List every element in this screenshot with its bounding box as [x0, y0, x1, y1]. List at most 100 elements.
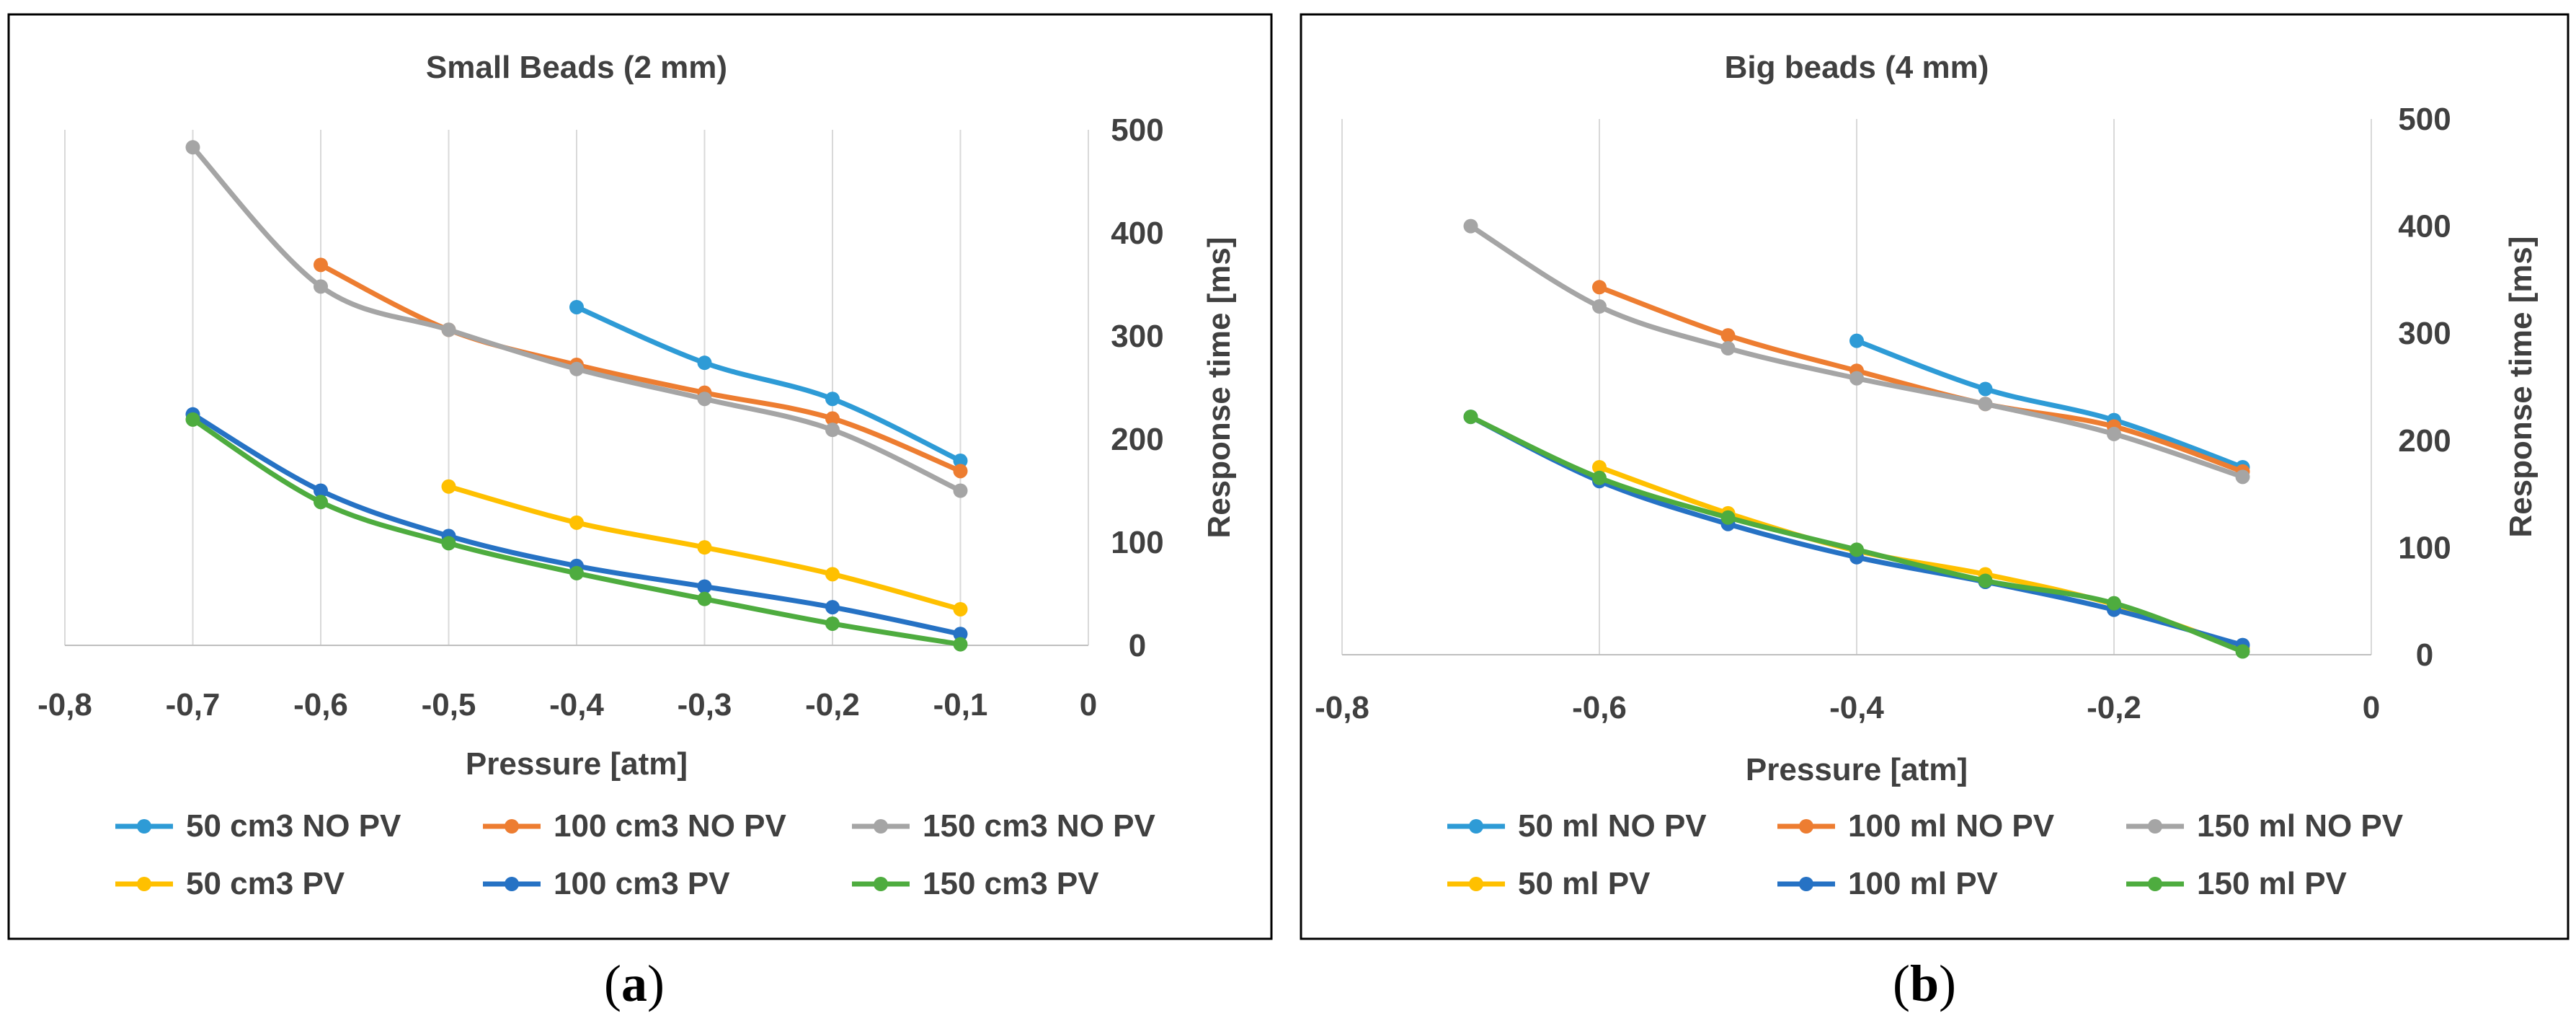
chart-a-data-point-100-cm3-no-pv-4: [825, 411, 840, 426]
chart-b-data-point-150-ml-no-pv-3: [1849, 371, 1864, 386]
chart-a-caption-open: (: [604, 955, 621, 1012]
chart-a-data-point-100-cm3-pv-5: [825, 600, 840, 615]
chart-b-x-tick-label-0-4: -0,4: [1829, 690, 1884, 725]
chart-a-y-tick-label-0: 0: [1129, 628, 1146, 663]
chart-a-legend-label-150-cm3-pv: 150 cm3 PV: [923, 866, 1099, 901]
chart-a-legend-swatch-marker-100-cm3-no-pv: [505, 819, 519, 834]
chart-b-y-tick-label-500: 500: [2398, 102, 2451, 137]
chart-a-data-point-150-cm3-no-pv-6: [953, 483, 968, 498]
chart-a-frame: [7, 13, 1273, 940]
chart-a-legend-label-100-cm3-pv: 100 cm3 PV: [554, 866, 730, 901]
chart-b-data-point-50-ml-pv-0: [1592, 459, 1607, 474]
chart-a-legend-item-100-cm3-pv: 100 cm3 PV: [483, 866, 730, 901]
chart-a-data-point-150-cm3-pv-6: [953, 637, 968, 652]
chart-a-legend-swatch-marker-150-cm3-no-pv: [874, 819, 888, 834]
chart-b-data-point-150-ml-no-pv-6: [2235, 469, 2250, 485]
chart-b-data-point-150-ml-pv-0: [1463, 410, 1478, 425]
chart-a-legend-swatch-marker-150-cm3-pv: [874, 877, 888, 891]
chart-b-legend-item-150-ml-pv: 150 ml PV: [2126, 866, 2348, 901]
chart-a-group: Small Beads (2 mm) -0,8 -0,7 -0,6 -0,5 -0,4 -0…: [7, 13, 1273, 1012]
chart-a-caption-letter: a: [621, 955, 647, 1012]
chart-a-legend-label-150-cm3-no-pv: 150 cm3 NO PV: [923, 808, 1155, 844]
chart-a-data-point-150-cm3-no-pv-1: [314, 279, 328, 294]
chart-a-data-point-150-cm3-no-pv-0: [185, 140, 200, 155]
chart-b-y-tick-label-0: 0: [2416, 637, 2433, 673]
chart-b-x-tick-label-0-6: -0,6: [1572, 690, 1627, 725]
chart-a-legend-swatch-marker-100-cm3-pv: [505, 877, 519, 891]
chart-a-legend-item-50-cm3-no-pv: 50 cm3 NO PV: [115, 808, 401, 844]
chart-b-legend-swatch-marker-150-ml-pv: [2148, 877, 2162, 891]
chart-a-x-tick-label-0-2: -0,2: [805, 687, 860, 722]
chart-a-x-tick-label-0-4: -0,4: [549, 687, 604, 722]
chart-a-data-point-150-cm3-pv-0: [185, 412, 200, 427]
chart-a-y-tick-label-400: 400: [1111, 216, 1163, 251]
chart-b-legend-swatch-marker-50-ml-pv: [1469, 877, 1483, 891]
chart-a-data-point-100-cm3-pv-1: [314, 483, 328, 498]
chart-a-data-point-50-cm3-pv-3: [825, 567, 840, 582]
chart-b-caption-letter: b: [1910, 955, 1939, 1012]
chart-a-data-point-50-cm3-no-pv-0: [569, 299, 584, 314]
chart-a-legend-item-150-cm3-no-pv: 150 cm3 NO PV: [852, 808, 1155, 844]
chart-a-data-point-150-cm3-no-pv-2: [441, 322, 456, 337]
chart-b-data-point-150-ml-pv-5: [2107, 596, 2121, 611]
chart-b-y-tick-label-400: 400: [2398, 209, 2451, 244]
chart-b-series-line-100-ml-no-pv: [1596, 284, 2245, 474]
chart-a-legend-label-100-cm3-no-pv: 100 cm3 NO PV: [554, 808, 786, 844]
chart-b-legend-item-50-ml-no-pv: 50 ml NO PV: [1447, 808, 1707, 844]
chart-b-x-tick-label-0: 0: [2363, 690, 2380, 725]
chart-b-caption: (b): [1893, 955, 1956, 1012]
chart-a-data-point-100-cm3-pv-4: [697, 579, 712, 594]
chart-b-legend-swatch-marker-150-ml-no-pv: [2148, 819, 2162, 834]
chart-a-title: Small Beads (2 mm): [426, 50, 727, 85]
chart-b-legend-swatch-marker-50-ml-no-pv: [1469, 819, 1483, 834]
chart-b-legend-swatch-marker-100-ml-no-pv: [1799, 819, 1813, 834]
chart-a-data-point-50-cm3-no-pv-3: [953, 454, 968, 469]
chart-a-legend-item-50-cm3-pv: 50 cm3 PV: [115, 866, 345, 901]
chart-b-series-line-50-ml-no-pv: [1854, 338, 2245, 470]
chart-b-y-tick-label-200: 200: [2398, 423, 2451, 459]
chart-a-data-point-150-cm3-pv-5: [825, 616, 840, 631]
chart-b-y-tick-label-100: 100: [2398, 530, 2451, 565]
chart-a-y-tick-label-500: 500: [1111, 112, 1163, 148]
chart-a-caption-close: ): [647, 955, 665, 1012]
chart-a-x-tick-label-0-5: -0,5: [422, 687, 476, 722]
chart-a-legend-label-50-cm3-no-pv: 50 cm3 NO PV: [186, 808, 401, 844]
chart-a-data-point-50-cm3-pv-4: [953, 601, 968, 616]
chart-a-legend-swatch-marker-50-cm3-pv: [137, 877, 151, 891]
chart-b-series-150-ml-pv: [1463, 410, 2250, 659]
chart-a-caption: (a): [604, 955, 665, 1012]
chart-a-series-150-cm3-pv: [185, 412, 968, 652]
chart-b-data-point-150-ml-pv-4: [1978, 573, 1993, 588]
chart-b-data-point-150-ml-no-pv-4: [1978, 397, 1993, 412]
chart-b-data-point-100-ml-no-pv-1: [1720, 328, 1736, 343]
chart-b-legend-label-150-ml-pv: 150 ml PV: [2197, 866, 2348, 901]
chart-a-series-50-cm3-pv: [441, 479, 968, 616]
chart-b-data-point-50-ml-no-pv-1: [1978, 381, 1993, 397]
chart-b-y-axis-label: Response time [ms]: [2503, 236, 2539, 537]
chart-a-x-tick-label-0-6: -0,6: [293, 687, 348, 722]
chart-a-data-point-50-cm3-pv-0: [441, 479, 456, 494]
chart-a-y-tick-label-300: 300: [1111, 319, 1163, 354]
chart-b-x-tick-label-0-8: -0,8: [1315, 690, 1369, 725]
chart-b-legend-item-150-ml-no-pv: 150 ml NO PV: [2126, 808, 2404, 844]
chart-a-series-50-cm3-no-pv: [569, 299, 968, 469]
chart-a-legend-item-100-cm3-no-pv: 100 cm3 NO PV: [483, 808, 786, 844]
chart-b-caption-close: ): [1939, 955, 1956, 1012]
chart-a-data-point-150-cm3-pv-4: [697, 591, 712, 606]
chart-b-group: Big beads (4 mm) -0,8 -0,6 -0,4 -0,2 0 0 100 200…: [1300, 13, 2570, 1012]
chart-b-legend-item-100-ml-no-pv: 100 ml NO PV: [1777, 808, 2055, 844]
chart-a-y-tick-label-200: 200: [1111, 422, 1163, 457]
chart-b-x-tick-label-0-2: -0,2: [2087, 690, 2141, 725]
chart-a-data-point-50-cm3-no-pv-1: [697, 355, 712, 371]
chart-b-legend-label-50-ml-no-pv: 50 ml NO PV: [1518, 808, 1707, 844]
chart-b-series-150-ml-no-pv: [1463, 218, 2250, 485]
chart-b-legend-item-100-ml-pv: 100 ml PV: [1777, 866, 1999, 901]
chart-b-data-point-150-ml-no-pv-1: [1592, 299, 1607, 314]
chart-a-data-point-150-cm3-no-pv-4: [697, 392, 712, 407]
chart-a-series-line-50-cm3-no-pv: [574, 304, 963, 464]
chart-b-y-tick-label-300: 300: [2398, 316, 2451, 351]
chart-a-x-tick-label-0-8: -0,8: [37, 687, 92, 722]
chart-b-legend-label-100-ml-no-pv: 100 ml NO PV: [1848, 808, 2055, 844]
chart-a-x-tick-label-0: 0: [1080, 687, 1097, 722]
